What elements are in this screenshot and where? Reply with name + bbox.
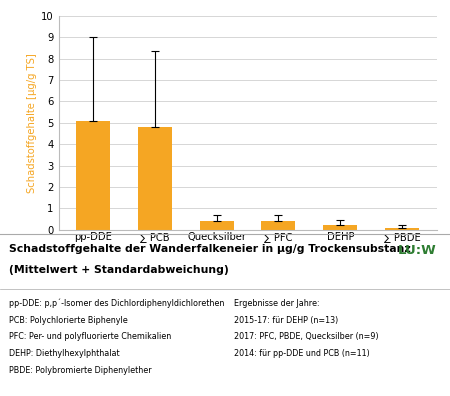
Bar — [76, 121, 110, 230]
Text: 2014: für pp-DDE und PCB (n=11): 2014: für pp-DDE und PCB (n=11) — [234, 349, 370, 358]
Y-axis label: Schadstoffgehalte [µg/g TS]: Schadstoffgehalte [µg/g TS] — [27, 53, 37, 192]
Text: Ergebnisse der Jahre:: Ergebnisse der Jahre: — [234, 299, 320, 308]
Text: pp-DDE: p,p´-Isomer des Dichlordiphenyldichlorethen: pp-DDE: p,p´-Isomer des Dichlordiphenyld… — [9, 299, 225, 308]
Text: (Mittelwert + Standardabweichung): (Mittelwert + Standardabweichung) — [9, 265, 229, 275]
Bar — [199, 221, 234, 230]
Text: PBDE: Polybromierte Diphenylether: PBDE: Polybromierte Diphenylether — [9, 366, 152, 375]
Bar — [324, 225, 357, 230]
Text: LU:W: LU:W — [398, 244, 436, 257]
Text: Schadstoffgehalte der Wanderfalkeneier in µg/g Trockensubstanz: Schadstoffgehalte der Wanderfalkeneier i… — [9, 244, 411, 253]
Bar — [138, 127, 171, 230]
Text: PFC: Per- und polyfluorierte Chemikalien: PFC: Per- und polyfluorierte Chemikalien — [9, 332, 171, 341]
Text: PCB: Polychlorierte Biphenyle: PCB: Polychlorierte Biphenyle — [9, 316, 128, 325]
Text: 2015-17: für DEHP (n=13): 2015-17: für DEHP (n=13) — [234, 316, 338, 325]
Text: DEHP: Diethylhexylphthalat: DEHP: Diethylhexylphthalat — [9, 349, 120, 358]
Bar — [385, 228, 419, 230]
Bar — [261, 221, 296, 230]
Text: 2017: PFC, PBDE, Quecksilber (n=9): 2017: PFC, PBDE, Quecksilber (n=9) — [234, 332, 378, 341]
